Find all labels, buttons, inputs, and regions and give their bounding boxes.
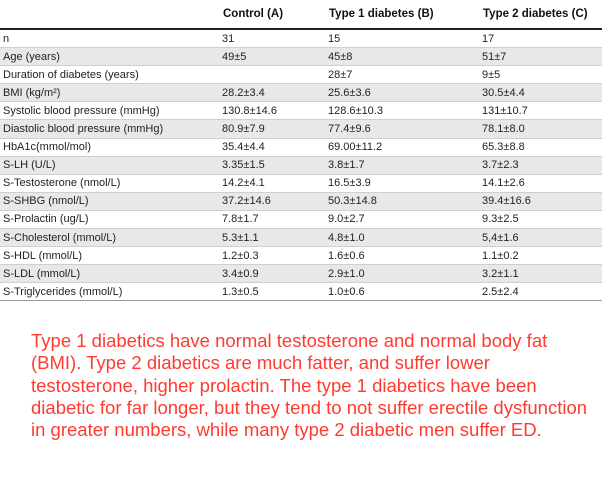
row-label-cell: S-HDL (mmol/L) — [0, 246, 218, 266]
value-cell: 51±7 — [478, 47, 602, 67]
value-cell: 69.00±11.2 — [324, 138, 478, 157]
value-cell: 17 — [478, 29, 602, 49]
header-cell-type2: Type 2 diabetes (C) — [478, 0, 602, 30]
value-cell: 1.3±0.5 — [218, 282, 324, 302]
value-cell: 1.1±0.2 — [478, 246, 602, 266]
value-cell — [218, 65, 324, 85]
table-row: S-Testosterone (nmol/L) 14.2±4.1 16.5±3.9 1… — [0, 174, 602, 193]
data-table-container: Control (A) Type 1 diabetes (B) Type 2 d… — [0, 0, 602, 302]
row-label-cell: S-Cholesterol (mmol/L) — [0, 228, 218, 248]
table-row: S-Prolactin (ug/L) 7.8±1.7 9.0±2.7 9.3±2.5 — [0, 210, 602, 230]
value-cell: 2.9±1.0 — [324, 264, 478, 284]
value-cell: 39.4±16.6 — [478, 192, 602, 211]
row-label-cell: S-LH (U/L) — [0, 156, 218, 175]
row-label-cell: Age (years) — [0, 47, 218, 67]
value-cell: 3.2±1.1 — [478, 264, 602, 284]
value-cell: 50.3±14.8 — [324, 192, 478, 211]
value-cell: 15 — [324, 29, 478, 49]
row-label-cell: S-Prolactin (ug/L) — [0, 210, 218, 230]
row-label-cell: S-Testosterone (nmol/L) — [0, 174, 218, 193]
value-cell: 128.6±10.3 — [324, 101, 478, 121]
value-cell: 131±10.7 — [478, 101, 602, 121]
header-cell-control: Control (A) — [218, 0, 324, 30]
table-row: n 31 15 17 — [0, 29, 602, 49]
value-cell: 28±7 — [324, 65, 478, 85]
value-cell: 14.1±2.6 — [478, 174, 602, 193]
table-row: S-Triglycerides (mmol/L) 1.3±0.5 1.0±0.6 2.… — [0, 282, 602, 302]
value-cell: 9.0±2.7 — [324, 210, 478, 230]
value-cell: 78.1±8.0 — [478, 119, 602, 139]
row-label-cell: Diastolic blood pressure (mmHg) — [0, 119, 218, 139]
table-row: BMI (kg/m²) 28.2±3.4 25.6±3.6 30.5±4.4 — [0, 83, 602, 103]
table-body: n 31 15 17 Age (years) 49±5 45±8 51±7 Duration o… — [0, 29, 602, 302]
row-label-cell: BMI (kg/m²) — [0, 83, 218, 103]
value-cell: 37.2±14.6 — [218, 192, 324, 211]
row-label-cell: HbA1c(mmol/mol) — [0, 138, 218, 157]
table-row: Duration of diabetes (years) 28±7 9±5 — [0, 65, 602, 85]
value-cell: 14.2±4.1 — [218, 174, 324, 193]
value-cell: 2.5±2.4 — [478, 282, 602, 302]
table-row: S-HDL (mmol/L) 1.2±0.3 1.6±0.6 1.1±0.2 — [0, 246, 602, 266]
row-label-cell: S-SHBG (nmol/L) — [0, 192, 218, 211]
row-label-cell: S-Triglycerides (mmol/L) — [0, 282, 218, 302]
value-cell: 80.9±7.9 — [218, 119, 324, 139]
row-label-cell: n — [0, 29, 218, 49]
table-row: S-Cholesterol (mmol/L) 5.3±1.1 4.8±1.0 5,4±… — [0, 228, 602, 248]
value-cell: 25.6±3.6 — [324, 83, 478, 103]
value-cell: 31 — [218, 29, 324, 49]
header-cell-label — [0, 0, 218, 30]
row-label-cell: Systolic blood pressure (mmHg) — [0, 101, 218, 121]
value-cell: 1.0±0.6 — [324, 282, 478, 302]
row-label-cell: S-LDL (mmol/L) — [0, 264, 218, 284]
value-cell: 5,4±1.6 — [478, 228, 602, 248]
row-label-cell: Duration of diabetes (years) — [0, 65, 218, 85]
value-cell: 3.4±0.9 — [218, 264, 324, 284]
table-row: Systolic blood pressure (mmHg) 130.8±14.6… — [0, 101, 602, 121]
table-row: S-LH (U/L) 3.35±1.5 3.8±1.7 3.7±2.3 — [0, 156, 602, 175]
value-cell: 28.2±3.4 — [218, 83, 324, 103]
value-cell: 77.4±9.6 — [324, 119, 478, 139]
value-cell: 130.8±14.6 — [218, 101, 324, 121]
table-header: Control (A) Type 1 diabetes (B) Type 2 d… — [0, 0, 602, 30]
value-cell: 16.5±3.9 — [324, 174, 478, 193]
table-row: S-LDL (mmol/L) 3.4±0.9 2.9±1.0 3.2±1.1 — [0, 264, 602, 284]
value-cell: 3.35±1.5 — [218, 156, 324, 175]
value-cell: 65.3±8.8 — [478, 138, 602, 157]
table-row: S-SHBG (nmol/L) 37.2±14.6 50.3±14.8 39.4±16… — [0, 192, 602, 211]
value-cell: 35.4±4.4 — [218, 138, 324, 157]
table-row: Age (years) 49±5 45±8 51±7 — [0, 47, 602, 67]
value-cell: 9.3±2.5 — [478, 210, 602, 230]
value-cell: 1.2±0.3 — [218, 246, 324, 266]
value-cell: 9±5 — [478, 65, 602, 85]
data-table: Control (A) Type 1 diabetes (B) Type 2 d… — [0, 0, 602, 302]
value-cell: 49±5 — [218, 47, 324, 67]
value-cell: 3.8±1.7 — [324, 156, 478, 175]
value-cell: 7.8±1.7 — [218, 210, 324, 230]
table-row: HbA1c(mmol/mol) 35.4±4.4 69.00±11.2 65.3±8.… — [0, 138, 602, 157]
value-cell: 30.5±4.4 — [478, 83, 602, 103]
value-cell: 3.7±2.3 — [478, 156, 602, 175]
value-cell: 1.6±0.6 — [324, 246, 478, 266]
value-cell: 5.3±1.1 — [218, 228, 324, 248]
header-cell-type1: Type 1 diabetes (B) — [324, 0, 478, 30]
value-cell: 4.8±1.0 — [324, 228, 478, 248]
table-row: Diastolic blood pressure (mmHg) 80.9±7.9 7… — [0, 119, 602, 139]
value-cell: 45±8 — [324, 47, 478, 67]
annotation-caption: Type 1 diabetics have normal testosteron… — [31, 330, 588, 441]
header-row: Control (A) Type 1 diabetes (B) Type 2 d… — [0, 0, 602, 30]
